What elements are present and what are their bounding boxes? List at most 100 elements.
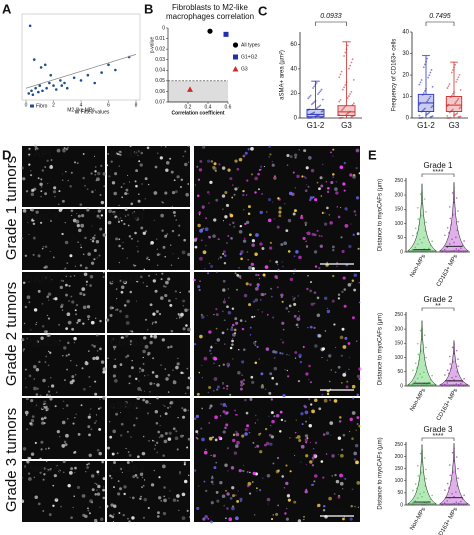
texture <box>205 448 207 451</box>
texture <box>268 156 270 158</box>
jitter-point <box>313 85 316 88</box>
texture <box>67 483 71 488</box>
texture <box>213 162 217 166</box>
texture <box>175 430 178 433</box>
texture <box>113 513 115 515</box>
texture <box>350 282 353 285</box>
texture <box>112 521 115 523</box>
jitter-point <box>452 471 454 473</box>
texture <box>179 291 181 294</box>
texture <box>269 260 271 262</box>
jitter-point <box>427 76 430 79</box>
texture <box>252 341 257 345</box>
p-value: 0.7495 <box>429 13 451 20</box>
texture <box>31 415 35 419</box>
texture <box>295 323 299 327</box>
texture <box>36 387 39 390</box>
texture <box>197 178 201 181</box>
texture <box>258 358 261 360</box>
texture <box>222 310 224 313</box>
y-tick-label: 250 <box>395 312 404 318</box>
jitter-point <box>448 251 451 253</box>
texture <box>234 187 238 191</box>
jitter-point <box>346 44 349 47</box>
texture <box>179 471 182 474</box>
texture <box>132 475 136 479</box>
texture <box>226 305 229 309</box>
texture <box>25 386 28 389</box>
texture <box>232 184 234 186</box>
texture <box>232 494 235 498</box>
y-tick-label: 60 <box>290 42 297 48</box>
texture <box>295 436 298 439</box>
jitter-point <box>455 501 458 504</box>
texture <box>259 450 263 454</box>
texture <box>208 349 212 352</box>
texture <box>289 470 292 473</box>
jitter-point <box>457 76 460 79</box>
texture <box>136 250 140 253</box>
texture <box>208 407 211 410</box>
jitter-point <box>457 249 460 251</box>
texture <box>41 407 44 410</box>
texture <box>349 173 353 177</box>
texture <box>223 261 227 265</box>
texture <box>228 517 233 522</box>
texture <box>127 192 129 195</box>
texture <box>292 296 294 298</box>
box <box>306 108 325 118</box>
texture <box>62 400 65 403</box>
jitter-point <box>433 384 435 387</box>
texture <box>285 481 289 486</box>
jitter-point <box>339 73 342 76</box>
texture <box>330 369 333 371</box>
texture <box>145 400 149 404</box>
texture <box>148 274 151 277</box>
texture <box>47 333 51 337</box>
texture <box>27 221 29 224</box>
jitter-point <box>349 64 352 67</box>
texture <box>160 434 164 438</box>
texture <box>328 354 332 358</box>
texture <box>269 153 272 156</box>
texture <box>149 403 151 405</box>
texture <box>156 264 159 267</box>
texture <box>307 326 309 329</box>
texture <box>322 509 326 512</box>
texture <box>42 378 46 383</box>
jitter-point <box>416 251 419 253</box>
texture <box>28 147 31 150</box>
texture <box>124 208 128 211</box>
texture <box>168 497 170 499</box>
texture <box>198 214 201 216</box>
texture <box>226 507 229 510</box>
texture <box>238 267 240 269</box>
texture <box>213 466 217 470</box>
texture <box>276 456 280 460</box>
texture <box>226 384 229 388</box>
texture <box>275 382 279 386</box>
jitter-point <box>424 230 427 232</box>
texture <box>109 435 113 439</box>
texture <box>28 457 32 461</box>
texture <box>70 295 73 298</box>
texture <box>170 264 173 266</box>
texture <box>222 288 226 292</box>
texture <box>153 219 155 221</box>
texture <box>96 470 100 474</box>
texture <box>65 148 68 151</box>
texture <box>46 333 51 338</box>
texture <box>237 371 241 375</box>
texture <box>172 253 174 255</box>
texture <box>47 350 50 353</box>
jitter-point <box>453 502 455 505</box>
texture <box>314 474 318 478</box>
texture <box>77 214 81 218</box>
texture <box>313 250 318 254</box>
texture <box>54 405 57 408</box>
texture <box>160 296 164 300</box>
texture <box>238 275 242 279</box>
texture <box>147 374 149 376</box>
texture <box>202 250 207 255</box>
